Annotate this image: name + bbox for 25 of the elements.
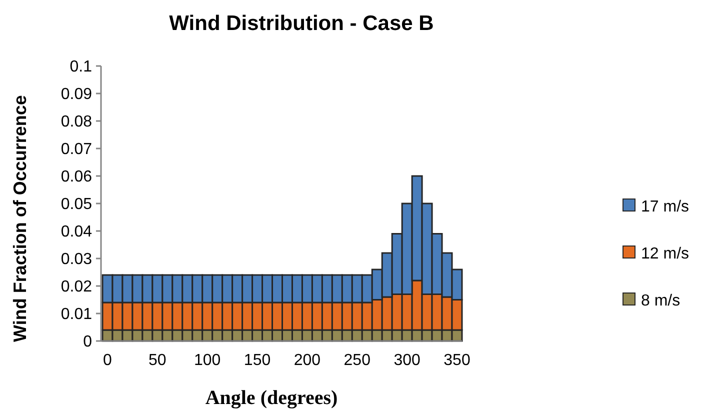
x-tick-label: 350 [444,352,470,369]
x-tick-label: 250 [344,352,371,369]
y-tick-label: 0.1 [70,58,92,76]
legend-label: 12 m/s [641,246,690,263]
x-tick-label: 100 [194,352,221,369]
y-tick-label: 0.01 [60,306,92,324]
x-axis-title: Angle (degrees) [205,387,338,409]
y-axis-title: Wind Fraction of Occurrence [10,95,30,342]
x-tick-label: 50 [148,352,166,369]
x-tick-label: 300 [394,352,421,369]
y-tick-label: 0.04 [60,224,92,241]
y-tick-label: 0.06 [60,168,92,186]
x-tick-label: 200 [294,352,321,369]
x-tick-label: 0 [103,352,112,369]
y-tick-label: 0.02 [60,278,92,296]
x-tick-label: 150 [244,352,271,369]
chart-title: Wind Distribution - Case B [169,12,434,35]
y-tick-label: 0.05 [60,196,92,214]
y-tick-label: 0.08 [60,114,92,131]
y-tick-label: 0.03 [60,251,92,268]
legend-label: 17 m/s [641,198,690,216]
y-tick-label: 0.09 [60,86,92,104]
y-tick-label: 0 [83,334,92,351]
legend-label: 8 m/s [641,292,680,310]
y-tick-label: 0.07 [60,141,92,158]
